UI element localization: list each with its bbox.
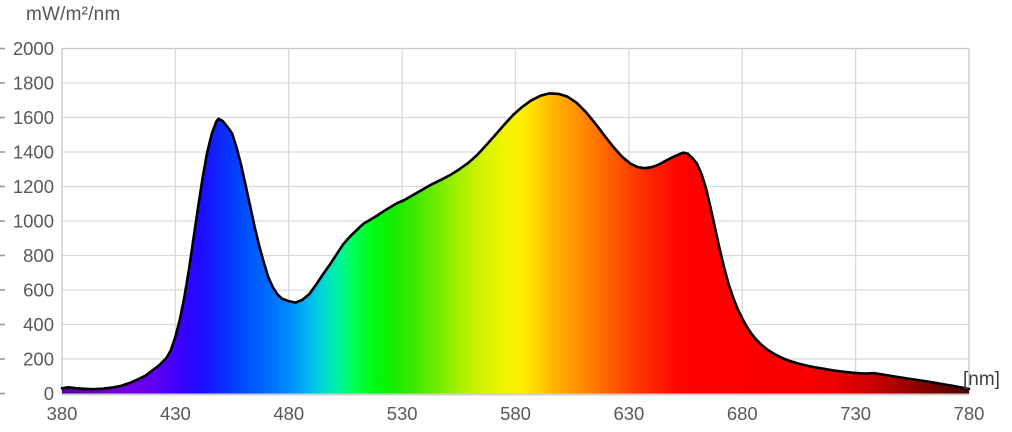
x-axis-tick-label: 380: [47, 403, 78, 424]
spectrum-area-fill: [62, 93, 969, 394]
y-axis-tick-label: 1200: [13, 176, 54, 197]
x-axis-unit-label: [nm]: [963, 369, 1000, 390]
y-axis-unit-title: mW/m²/nm: [26, 4, 121, 25]
x-axis-tick-label: 730: [840, 403, 871, 424]
y-axis-tick-label: 1400: [13, 142, 54, 163]
x-axis-tick-label: 680: [727, 403, 758, 424]
y-axis-tick-label: 600: [23, 280, 54, 301]
y-axis-tick-label: 0: [44, 383, 54, 404]
x-axis-tick-label: 580: [500, 403, 531, 424]
spectrum-curve-line: [60, 92, 971, 391]
y-axis-tick-label: 200: [23, 349, 54, 370]
y-axis-tick-label: 1000: [13, 211, 54, 232]
y-axis-tick-label: 1600: [13, 107, 54, 128]
y-axis-tick-label: 1800: [13, 73, 54, 94]
x-axis-tick-label: 780: [954, 403, 985, 424]
x-axis-tick-label: 630: [613, 403, 644, 424]
y-axis-tick-label: 2000: [13, 38, 54, 59]
y-axis-tick-label: 400: [23, 314, 54, 335]
x-axis-tick-label: 480: [273, 403, 304, 424]
x-axis-tick-label: 430: [160, 403, 191, 424]
y-axis-tick-label: 800: [23, 245, 54, 266]
x-axis-tick-label: 530: [387, 403, 418, 424]
